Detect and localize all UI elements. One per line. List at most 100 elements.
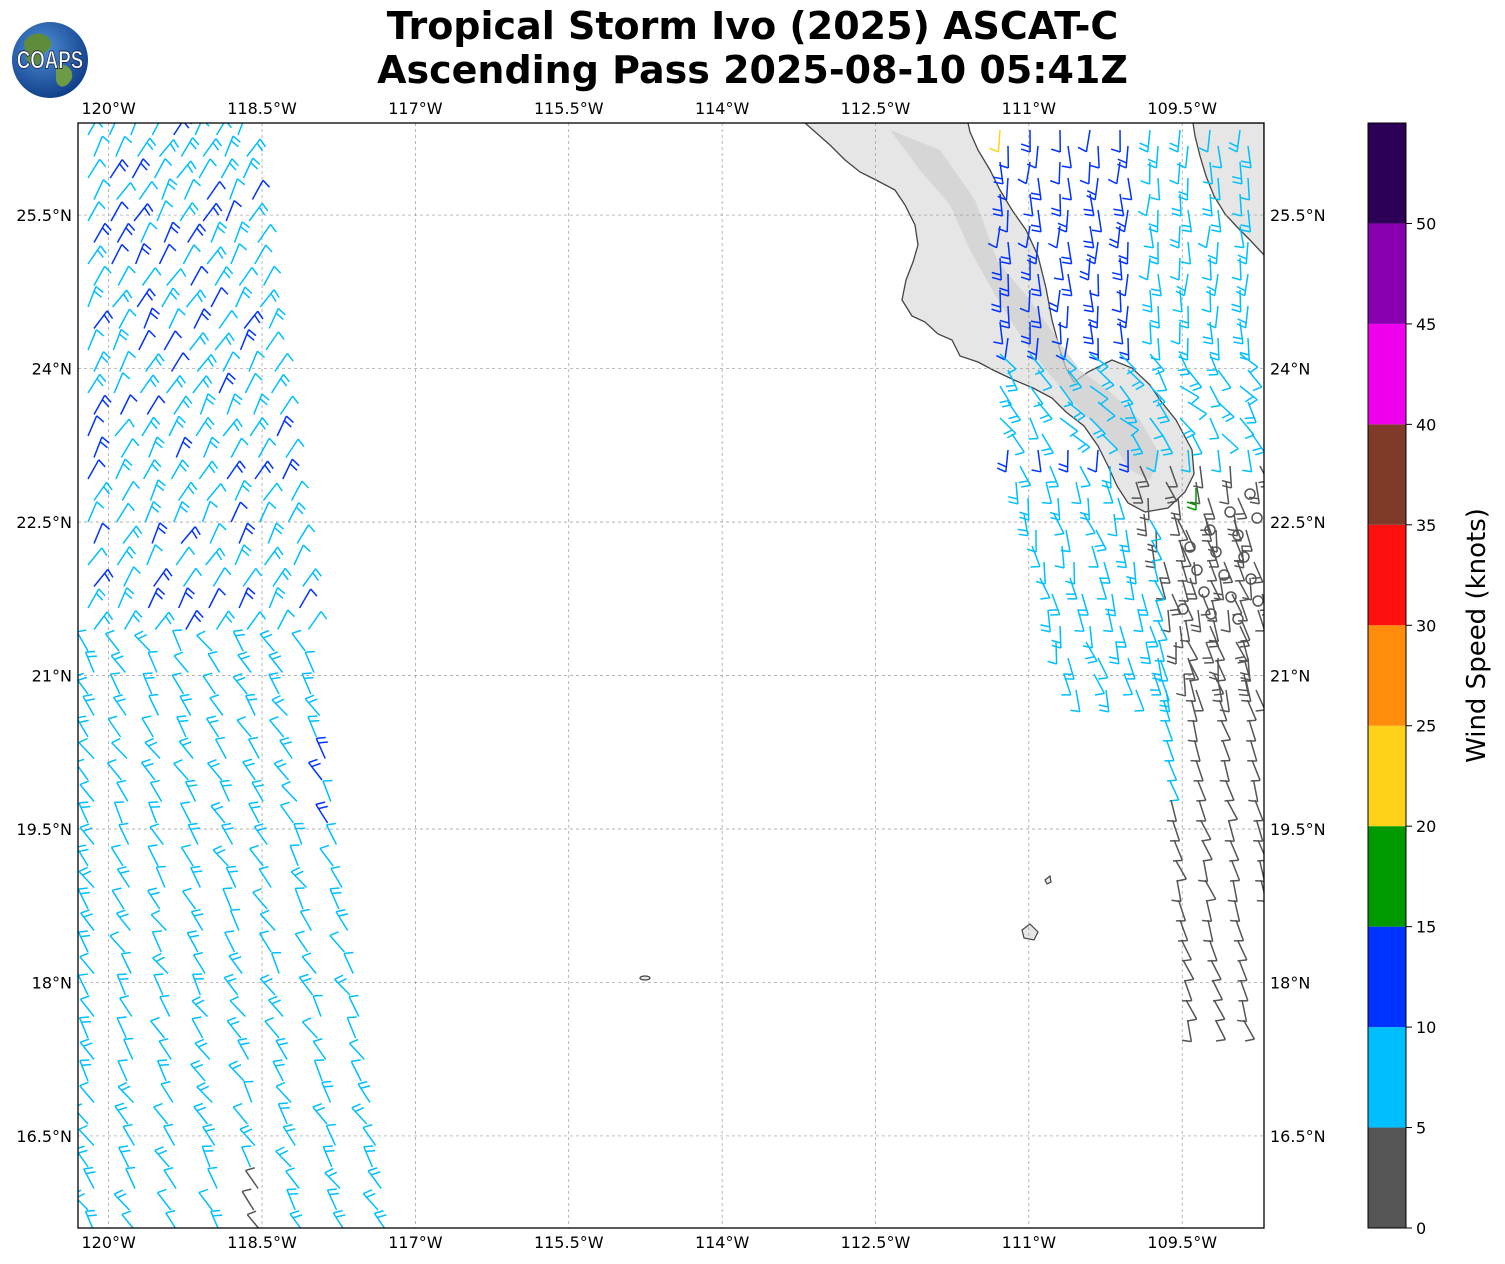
wind-barb [83,1166,96,1189]
wind-barb [116,1016,127,1039]
wind-barb [1046,465,1060,488]
wind-barb [1053,513,1065,536]
wind-barb [1190,481,1201,505]
wind-barb [1142,289,1153,313]
calm-circle [1232,529,1244,541]
wind-barb [116,973,129,996]
wind-barb [1061,145,1072,169]
wind-barb [158,1037,172,1060]
wind-barb [148,693,160,716]
wind-barb [321,1080,334,1103]
wind-barb [1133,609,1144,633]
wind-barb [1018,465,1032,488]
wind-barb [334,974,351,996]
wind-barb [116,222,136,243]
wind-barb [251,179,270,200]
wind-barb [210,801,226,824]
wind-barb [1093,673,1106,696]
wind-barb [1217,369,1232,392]
colorbar-tick-label: 30 [1416,616,1436,635]
wind-barb [996,337,1009,361]
wind-barb [270,951,282,974]
wind-barb [1168,129,1181,153]
wind-barb [367,1167,382,1189]
y-tick-label-right: 24°N [1270,360,1310,379]
wind-barb [203,436,220,458]
wind-barb [205,547,226,566]
wind-barb [294,887,305,910]
wind-barb [1077,129,1091,153]
wind-barb [1196,779,1207,802]
wind-barb [1096,577,1108,600]
wind-barb [87,547,108,566]
wind-barb [147,844,159,867]
wind-barb [230,243,248,265]
wind-barb [1138,129,1151,153]
wind-barb [173,395,193,415]
wind-barb [1201,257,1212,281]
wind-barb [163,330,183,351]
calm-circle [1205,608,1217,620]
wind-barb [259,289,280,308]
x-tick-label-top: 117°W [388,99,443,118]
wind-barb [1239,385,1258,406]
wind-barb [293,822,306,845]
wind-barb [1186,488,1197,511]
wind-barb [149,479,166,501]
logo-text: COAPS [17,46,83,74]
wind-barb [244,372,263,394]
wind-barb [117,1081,134,1104]
wind-barb [1185,999,1198,1022]
wind-barb [117,587,135,609]
wind-barb [257,223,277,243]
wind-barb [249,844,264,867]
wind-barb [220,158,240,179]
wind-barb [214,332,235,351]
calm-circle [1191,564,1203,576]
wind-barb [78,973,89,996]
y-tick-label-left: 21°N [32,667,72,686]
wind-barb [1079,497,1091,521]
calm-circle [1198,586,1210,598]
wind-barb [1240,619,1251,642]
wind-barb [1048,225,1061,249]
wind-barb [294,930,309,953]
wind-barb [1240,209,1252,233]
wind-barb [241,1145,252,1168]
wind-barb [140,758,156,781]
wind-barb [87,245,107,265]
wind-barb [373,1210,387,1228]
wind-barb [136,288,156,308]
wind-barb [142,672,155,695]
wind-barb [125,1166,136,1189]
wind-barb [325,822,338,845]
wind-barb [148,801,160,824]
wind-barb [180,137,200,157]
wind-barb [1103,609,1114,633]
wind-barb [267,522,285,544]
wind-barb [272,1059,285,1082]
wind-barb [999,305,1011,329]
wind-barb [1201,289,1212,313]
wind-barb [238,267,259,286]
x-tick-label-bottom: 115.5°W [534,1233,604,1252]
wind-barb [1239,417,1255,440]
wind-barb [1055,337,1069,361]
wind-barb [1240,145,1252,169]
wind-barb [1251,433,1264,456]
wind-barb [79,952,95,974]
wind-barb [87,329,105,351]
wind-barb [291,629,306,652]
colorbar: 0 5 10 15 20 25 30 35 40 45 50 Wind Speed (knots) [1367,122,1492,1238]
wind-barb [147,650,158,673]
wind-barb [1198,859,1209,883]
wind-barb [205,715,220,738]
wind-barb [1101,465,1112,489]
wind-barb [198,1188,213,1211]
wind-barb [226,393,243,415]
wind-barb [111,243,130,265]
colorbar-bin [1368,223,1406,324]
wind-barb [1071,481,1082,505]
y-tick-label-right: 22.5°N [1270,513,1326,532]
wind-barb [1030,209,1042,233]
